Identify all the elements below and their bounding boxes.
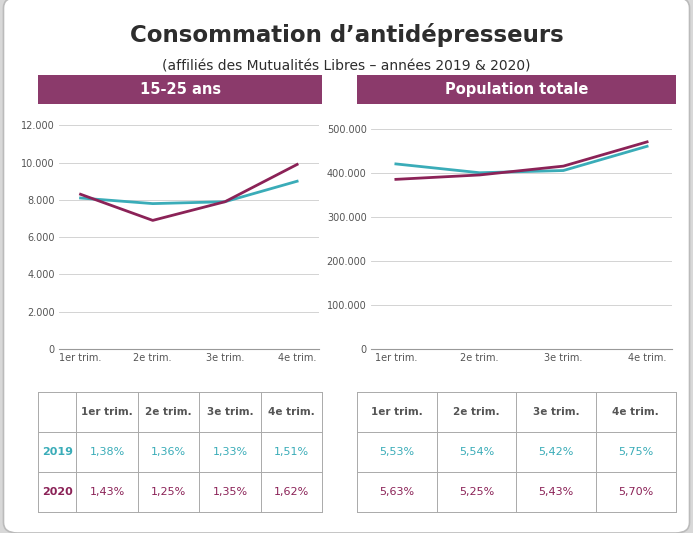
Text: 3e trim.: 3e trim.: [207, 407, 254, 417]
Text: 5,53%: 5,53%: [379, 447, 414, 457]
Text: 1,51%: 1,51%: [274, 447, 309, 457]
Text: 1,62%: 1,62%: [274, 487, 309, 497]
Text: 2019: 2019: [42, 447, 73, 457]
Text: 3e trim.: 3e trim.: [533, 407, 579, 417]
Text: Consommation d’antidépresseurs: Consommation d’antidépresseurs: [130, 22, 563, 47]
Text: 1er trim.: 1er trim.: [81, 407, 133, 417]
Text: 2e trim.: 2e trim.: [145, 407, 192, 417]
Text: 15-25 ans: 15-25 ans: [139, 82, 221, 96]
Text: 5,75%: 5,75%: [618, 447, 653, 457]
FancyBboxPatch shape: [357, 75, 676, 104]
Text: 5,25%: 5,25%: [459, 487, 494, 497]
Text: 2020: 2020: [42, 487, 73, 497]
Text: (affiliés des Mutualités Libres – années 2019 & 2020): (affiliés des Mutualités Libres – années…: [162, 60, 531, 74]
Text: 4e trim.: 4e trim.: [613, 407, 659, 417]
Text: 1,35%: 1,35%: [213, 487, 247, 497]
Text: 5,63%: 5,63%: [379, 487, 414, 497]
Text: 1,33%: 1,33%: [213, 447, 247, 457]
Text: Population totale: Population totale: [445, 82, 588, 96]
Text: 4e trim.: 4e trim.: [268, 407, 315, 417]
Text: 2e trim.: 2e trim.: [453, 407, 500, 417]
Text: 1,36%: 1,36%: [151, 447, 186, 457]
FancyBboxPatch shape: [3, 0, 690, 533]
Text: 1er trim.: 1er trim.: [371, 407, 423, 417]
Text: 5,54%: 5,54%: [459, 447, 494, 457]
Text: 5,43%: 5,43%: [538, 487, 574, 497]
Text: 5,42%: 5,42%: [538, 447, 574, 457]
Text: 1,43%: 1,43%: [89, 487, 125, 497]
Text: 1,25%: 1,25%: [151, 487, 186, 497]
Text: 1,38%: 1,38%: [89, 447, 125, 457]
FancyBboxPatch shape: [38, 75, 322, 104]
Text: 5,70%: 5,70%: [618, 487, 653, 497]
